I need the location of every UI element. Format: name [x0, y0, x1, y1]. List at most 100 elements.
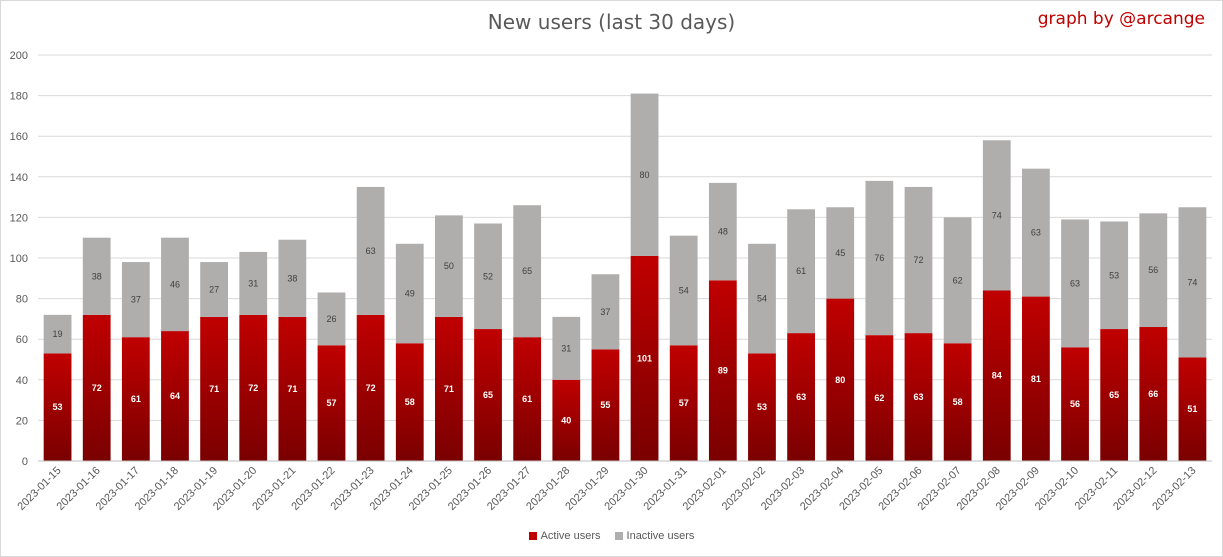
- data-label-active: 53: [53, 402, 63, 412]
- data-label-inactive: 50: [444, 261, 454, 271]
- data-label-inactive: 74: [992, 210, 1002, 220]
- y-tick-label: 20: [16, 415, 28, 427]
- legend-swatch-active: [528, 532, 537, 540]
- bars: 53 19 72 38 61 37 64 46 71 27 72 31 71 38 57 26 72 63 58 49…: [43, 93, 1207, 461]
- data-label-active: 81: [1031, 374, 1041, 384]
- data-label-active: 65: [483, 390, 493, 400]
- bar-active: [82, 314, 111, 461]
- bar-inactive: [669, 235, 698, 346]
- y-tick-label: 200: [10, 50, 28, 62]
- x-axis: 2023-01-152023-01-162023-01-172023-01-18…: [15, 460, 1212, 513]
- data-label-active: 58: [953, 397, 963, 407]
- data-label-active: 61: [522, 394, 532, 404]
- gridlines: [38, 54, 1212, 462]
- y-tick-label: 120: [10, 212, 28, 224]
- bar-inactive: [826, 207, 855, 299]
- bar-active: [826, 298, 855, 461]
- data-label-active: 55: [600, 400, 610, 410]
- bar-active: [317, 345, 346, 461]
- y-tick-label: 140: [10, 172, 28, 184]
- data-label-inactive: 74: [1187, 277, 1197, 287]
- legend-label-inactive: Inactive users: [626, 530, 695, 542]
- bar-inactive: [1022, 168, 1050, 297]
- bar-inactive: [278, 239, 307, 317]
- bar-inactive: [904, 186, 933, 334]
- data-label-active: 40: [561, 415, 571, 425]
- bar-inactive: [982, 140, 1011, 291]
- data-label-inactive: 38: [92, 271, 102, 281]
- data-label-active: 58: [405, 397, 415, 407]
- bar-active: [435, 316, 463, 461]
- bar-inactive: [591, 274, 620, 350]
- data-label-active: 63: [913, 392, 923, 402]
- bar-inactive: [865, 180, 894, 336]
- data-label-active: 72: [92, 383, 102, 393]
- legend: Active users Inactive users: [0, 530, 1223, 542]
- bar-active: [1022, 296, 1050, 461]
- data-label-inactive: 53: [1109, 270, 1119, 280]
- chart-title: New users (last 30 days): [487, 10, 736, 34]
- data-label-active: 72: [366, 383, 376, 393]
- bar-active: [787, 333, 815, 461]
- bar-inactive: [356, 186, 385, 315]
- data-label-inactive: 63: [1070, 278, 1080, 288]
- data-label-inactive: 72: [913, 255, 923, 265]
- data-label-active: 57: [679, 398, 689, 408]
- chart-credit: graph by @arcange: [1037, 9, 1205, 29]
- y-tick-label: 40: [16, 375, 28, 387]
- bar-inactive: [435, 215, 463, 317]
- bar-active: [591, 349, 620, 461]
- legend-item-active: Active users: [528, 530, 601, 542]
- data-label-inactive: 37: [131, 295, 141, 305]
- y-tick-label: 160: [10, 131, 28, 143]
- y-tick-label: 80: [16, 294, 28, 306]
- bar-active: [748, 353, 776, 461]
- data-label-inactive: 76: [874, 253, 884, 263]
- data-label-active: 72: [248, 383, 258, 393]
- data-label-inactive: 54: [757, 294, 767, 304]
- y-tick-label: 180: [10, 91, 28, 103]
- bar-inactive: [748, 243, 776, 354]
- bar-active: [669, 345, 698, 461]
- bar-active: [630, 255, 659, 461]
- bar-active: [513, 337, 542, 461]
- data-label-inactive: 62: [953, 275, 963, 285]
- bar-active: [904, 333, 933, 461]
- bar-active: [1061, 347, 1089, 461]
- bar-inactive: [239, 251, 268, 315]
- bar-inactive: [1178, 207, 1207, 358]
- bar-active: [356, 314, 385, 461]
- bar-inactive: [43, 314, 72, 354]
- data-label-inactive: 65: [522, 266, 532, 276]
- bar-active: [1178, 357, 1207, 461]
- data-label-inactive: 26: [326, 314, 336, 324]
- data-label-inactive: 45: [835, 248, 845, 258]
- data-label-inactive: 56: [1148, 265, 1158, 275]
- data-label-active: 65: [1109, 390, 1119, 400]
- bar-active: [708, 280, 737, 461]
- data-label-active: 62: [874, 393, 884, 403]
- data-label-active: 71: [444, 384, 454, 394]
- data-label-active: 71: [287, 384, 297, 394]
- data-label-inactive: 63: [366, 246, 376, 256]
- data-label-inactive: 31: [248, 278, 258, 288]
- bar-inactive: [708, 182, 737, 281]
- bar-active: [239, 314, 268, 461]
- bar-active: [121, 337, 150, 461]
- data-label-inactive: 19: [53, 329, 63, 339]
- y-axis: 0 20 40 60 80 100 120 140 160 180 200: [10, 50, 28, 468]
- data-label-active: 64: [170, 391, 180, 401]
- bar-inactive: [513, 205, 542, 338]
- bar-active: [1139, 327, 1168, 461]
- data-label-inactive: 27: [209, 284, 219, 294]
- bar-inactive: [200, 262, 228, 317]
- bar-inactive: [121, 262, 150, 338]
- data-label-inactive: 52: [483, 271, 493, 281]
- y-tick-label: 0: [22, 456, 28, 468]
- data-label-inactive: 31: [561, 343, 571, 353]
- bar-active: [278, 316, 307, 461]
- data-label-inactive: 49: [405, 289, 415, 299]
- bar-active: [474, 329, 502, 461]
- bar-inactive: [161, 237, 189, 332]
- bar-active: [43, 353, 72, 461]
